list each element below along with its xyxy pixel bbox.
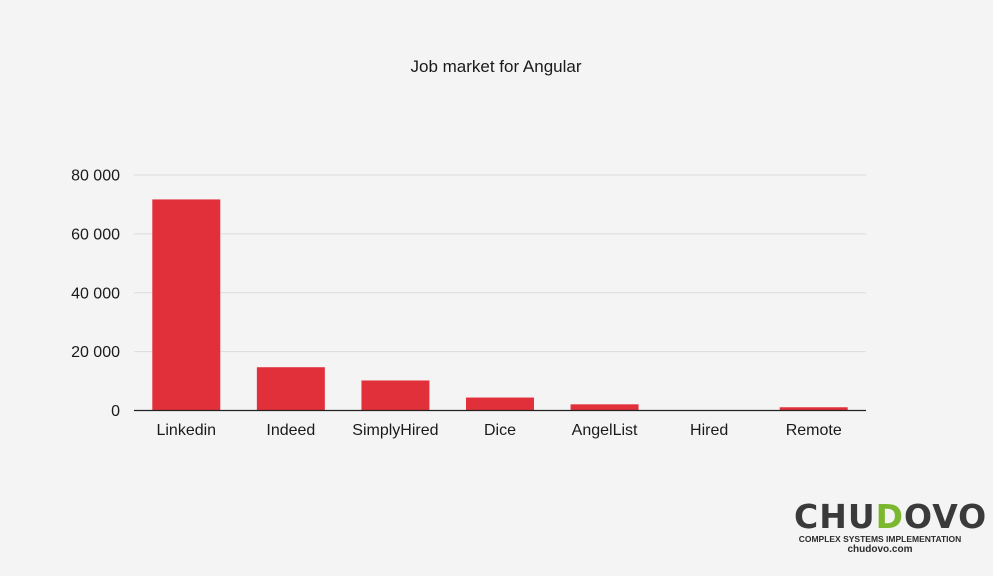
brand-wordmark: CHUDOVO: [794, 497, 986, 536]
bar: [779, 407, 848, 411]
brand-wordmark-prefix: CHU: [794, 497, 876, 536]
x-axis-tick-labels: Linkedin Indeed SimplyHired Dice AngelList Hi…: [156, 422, 841, 439]
y-tick-label: 0: [111, 403, 120, 420]
brand-wordmark-suffix: OVO: [904, 497, 988, 536]
bars: [152, 199, 848, 411]
x-tick-label: AngelList: [572, 422, 638, 439]
y-tick-label: 60 000: [71, 226, 120, 243]
x-tick-label: Remote: [786, 422, 842, 439]
x-tick-label: Linkedin: [156, 422, 216, 439]
y-tick-label: 20 000: [71, 344, 120, 361]
y-tick-label: 80 000: [71, 168, 120, 185]
y-axis-tick-labels: 0 20 000 40 000 60 000 80 000: [71, 168, 120, 421]
x-tick-label: SimplyHired: [352, 422, 438, 439]
bar: [361, 380, 430, 411]
x-tick-label: Indeed: [266, 422, 315, 439]
bar: [466, 397, 534, 411]
bar: [152, 199, 221, 411]
chudovo-logo: CHUDOVO COMPLEX SYSTEMS IMPLEMENTATION c…: [794, 497, 986, 555]
brand-url: chudovo.com: [847, 544, 913, 555]
x-tick-label: Dice: [484, 422, 516, 439]
y-tick-label: 40 000: [71, 285, 120, 302]
x-tick-label: Hired: [690, 422, 728, 439]
brand-wordmark-accent: D: [875, 497, 905, 536]
gridlines: [134, 174, 866, 353]
brand-tagline: COMPLEX SYSTEMS IMPLEMENTATION: [798, 534, 962, 544]
bar: [570, 404, 639, 411]
bar: [256, 367, 325, 411]
chart-title: Job market for Angular: [410, 57, 581, 76]
